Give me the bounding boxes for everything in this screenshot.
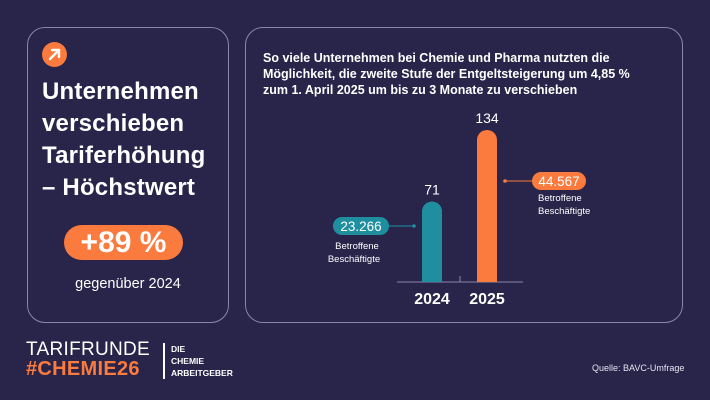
chart-title-line: Möglichkeit, die zweite Stufe der Entgel… (263, 67, 630, 81)
headline-line: verschieben (42, 110, 185, 137)
org-logo-line: CHEMIE (171, 356, 205, 366)
annotation-label: Beschäftigte (328, 254, 380, 265)
headline: Unternehmen verschieben Tariferhöhung – … (42, 76, 228, 204)
headline-line: Unternehmen (42, 78, 199, 105)
chart-title-line: zum 1. April 2025 um bis zu 3 Monate zu … (263, 83, 578, 97)
campaign-hashtag: #CHEMIE26 (26, 358, 140, 380)
bar-2024 (422, 201, 442, 282)
headline-line: Tariferhöhung (42, 142, 206, 169)
bar-value-label: 71 (424, 181, 440, 197)
chart-title: So viele Unternehmen bei Chemie und Phar… (263, 50, 673, 98)
annotation-pill (532, 172, 586, 190)
annotation-dot (503, 179, 507, 183)
annotation-label: Betroffene (335, 241, 379, 252)
x-tick-label: 2024 (414, 291, 450, 308)
campaign-title: TARIFRUNDE (26, 339, 151, 360)
org-logo-line: ARBEITGEBER (171, 368, 233, 378)
annotation-value: 23.266 (340, 219, 381, 234)
chart-card (245, 27, 683, 323)
bar-2025 (477, 130, 497, 282)
arrow-up-right-icon (42, 42, 67, 67)
annotation-dot (412, 224, 416, 228)
x-tick-label: 2025 (469, 291, 505, 308)
annotation-label: Beschäftigte (538, 206, 590, 217)
chart-title-line: So viele Unternehmen bei Chemie und Phar… (263, 51, 610, 65)
change-comparison-label: gegenüber 2024 (75, 276, 181, 292)
bar-value-label: 134 (475, 110, 499, 126)
headline-line: – Höchstwert (42, 174, 196, 201)
footer-divider (163, 343, 165, 379)
org-logo-line: DIE (171, 344, 186, 354)
org-logo: DIE CHEMIE ARBEITGEBER (171, 343, 233, 379)
annotation-label: Betroffene (538, 193, 582, 204)
annotation-value: 44.567 (538, 174, 579, 189)
change-percentage-badge: +89 % (64, 225, 183, 260)
source-note: Quelle: BAVC-Umfrage (592, 363, 685, 373)
summary-card: Unternehmen verschieben Tariferhöhung – … (27, 27, 229, 323)
annotation-pill (333, 217, 389, 235)
